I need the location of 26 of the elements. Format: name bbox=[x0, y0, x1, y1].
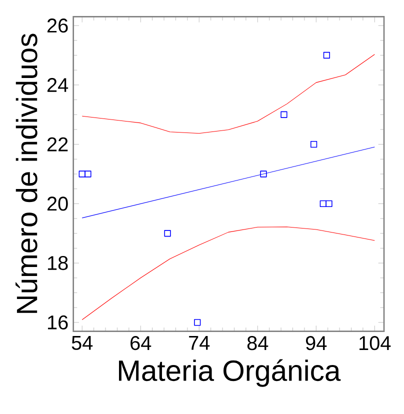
x-tick-label: 74 bbox=[189, 336, 210, 350]
y-tick-label: 24 bbox=[47, 78, 68, 92]
point bbox=[260, 170, 267, 178]
x-axis-title: Materia Orgánica bbox=[118, 359, 341, 387]
point bbox=[320, 200, 326, 208]
y-tick-label: 16 bbox=[48, 315, 68, 330]
point bbox=[310, 140, 318, 148]
x-tick-label: 54 bbox=[72, 336, 93, 350]
point bbox=[323, 52, 330, 59]
y-tick-label: 22 bbox=[47, 137, 68, 152]
point bbox=[280, 111, 288, 118]
point bbox=[84, 170, 92, 178]
y-axis-title: Número de individuos bbox=[16, 34, 38, 313]
x-tick-label: 64 bbox=[130, 336, 152, 350]
y-tick-label: 18 bbox=[48, 256, 68, 270]
y-tick-label: 26 bbox=[47, 18, 68, 33]
point bbox=[194, 319, 201, 326]
y-tick-label: 20 bbox=[47, 196, 68, 211]
line-series bbox=[82, 54, 375, 134]
point bbox=[78, 170, 86, 178]
x-tick-label: 94 bbox=[306, 336, 327, 350]
x-tick-label: 84 bbox=[247, 336, 268, 350]
line-series bbox=[82, 226, 375, 320]
point bbox=[164, 230, 171, 237]
point bbox=[326, 200, 332, 208]
x-tick-label: 104 bbox=[360, 336, 391, 350]
